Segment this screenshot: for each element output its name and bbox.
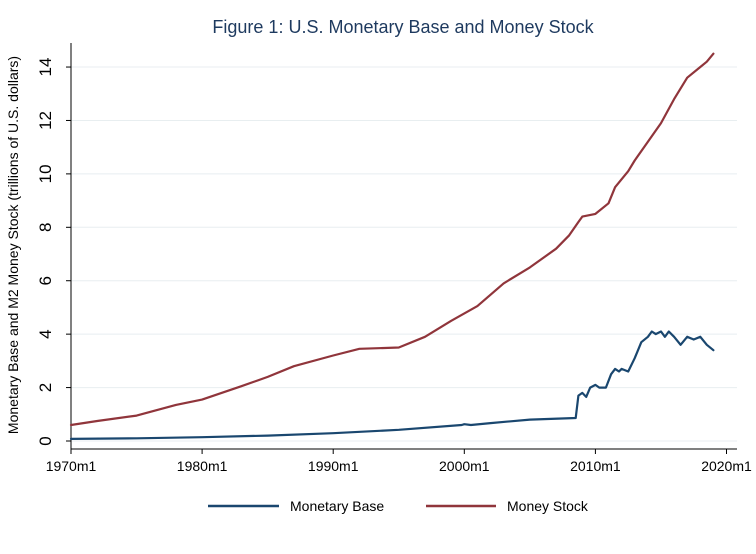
y-tick-label-2: 4 <box>36 329 55 338</box>
series-line-money-stock <box>69 52 715 427</box>
y-tick-label-7: 14 <box>36 58 55 77</box>
y-tick-label-4: 8 <box>36 223 55 232</box>
legend-label-money-stock: Money Stock <box>507 498 589 514</box>
legend-label-monetary-base: Monetary Base <box>290 498 384 514</box>
y-tick-label-1: 2 <box>36 383 55 392</box>
axes: 0 2 4 6 8 10 12 14 1970m1 1980m1 1990m1 2000m1 2010m… <box>36 43 752 474</box>
y-axis-label: Monetary Base and M2 Money Stock (trilli… <box>5 56 21 434</box>
x-tick-label-3: 2000m1 <box>439 458 490 474</box>
x-tick-label-0: 1970m1 <box>46 458 97 474</box>
legend: Monetary Base Money Stock <box>208 498 589 514</box>
x-tick-label-1: 1980m1 <box>177 458 228 474</box>
y-tick-label-3: 6 <box>36 276 55 285</box>
gridlines <box>71 66 737 442</box>
series-lines <box>69 52 715 440</box>
series-line-monetary-base <box>69 330 715 440</box>
chart-title: Figure 1: U.S. Monetary Base and Money S… <box>212 17 594 37</box>
y-tick-label-0: 0 <box>36 436 55 445</box>
y-tick-label-5: 10 <box>36 164 55 183</box>
x-tick-label-5: 2020m1 <box>701 458 752 474</box>
y-tick-label-6: 12 <box>36 111 55 130</box>
x-tick-label-2: 1990m1 <box>308 458 359 474</box>
x-tick-label-4: 2010m1 <box>570 458 621 474</box>
